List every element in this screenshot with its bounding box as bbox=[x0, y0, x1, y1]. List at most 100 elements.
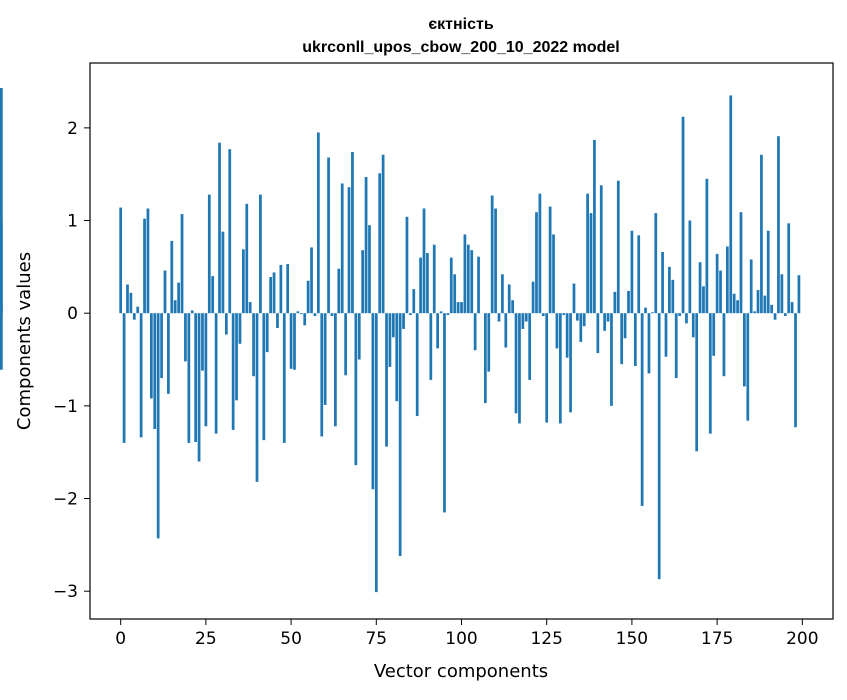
bar bbox=[395, 313, 398, 401]
bar bbox=[174, 300, 177, 313]
bar bbox=[644, 308, 647, 314]
bar bbox=[767, 231, 770, 313]
bar bbox=[515, 313, 518, 413]
bar bbox=[351, 152, 354, 313]
bar bbox=[692, 313, 695, 337]
bar bbox=[487, 313, 490, 371]
bar bbox=[136, 307, 139, 313]
bar bbox=[535, 212, 538, 313]
bar bbox=[222, 232, 225, 314]
bar bbox=[443, 313, 446, 512]
bar bbox=[164, 271, 167, 314]
bar bbox=[402, 313, 405, 329]
bar bbox=[385, 313, 388, 446]
bar bbox=[654, 213, 657, 313]
x-tick-label: 150 bbox=[616, 629, 648, 649]
bar bbox=[702, 286, 705, 313]
bar bbox=[242, 249, 245, 313]
bar bbox=[440, 311, 443, 313]
bar bbox=[382, 155, 385, 313]
bar bbox=[447, 313, 450, 315]
bar bbox=[310, 247, 313, 313]
bar bbox=[688, 221, 691, 314]
bar bbox=[232, 313, 235, 430]
bar bbox=[794, 313, 797, 427]
bar bbox=[474, 313, 477, 350]
x-tick-label: 0 bbox=[115, 629, 126, 649]
y-tick-label: 0 bbox=[67, 304, 78, 324]
bar bbox=[147, 208, 150, 313]
bar bbox=[467, 245, 470, 314]
bar bbox=[556, 313, 559, 348]
bar bbox=[671, 280, 674, 313]
bar bbox=[194, 313, 197, 442]
bar bbox=[201, 313, 204, 370]
bar bbox=[0, 88, 3, 313]
bar bbox=[729, 95, 732, 313]
bar bbox=[457, 302, 460, 313]
bar bbox=[682, 117, 685, 313]
bar bbox=[631, 231, 634, 313]
bar bbox=[320, 313, 323, 436]
bar bbox=[256, 313, 259, 482]
bar bbox=[774, 313, 777, 319]
bar bbox=[419, 258, 422, 314]
bar bbox=[675, 313, 678, 378]
bar bbox=[477, 257, 480, 314]
x-axis-label: Vector components bbox=[374, 661, 548, 682]
bar bbox=[685, 313, 688, 323]
bar bbox=[573, 284, 576, 314]
bar bbox=[723, 313, 726, 376]
bar bbox=[389, 313, 392, 367]
bar bbox=[750, 259, 753, 313]
bar bbox=[198, 313, 201, 461]
bar bbox=[378, 173, 381, 313]
bar bbox=[297, 311, 300, 313]
bar bbox=[651, 312, 654, 313]
bar bbox=[757, 290, 760, 313]
bar bbox=[484, 313, 487, 403]
bar bbox=[184, 313, 187, 361]
bar bbox=[583, 313, 586, 326]
bar bbox=[290, 313, 293, 369]
bar bbox=[133, 313, 136, 319]
bar bbox=[409, 313, 412, 315]
bar bbox=[716, 254, 719, 313]
bar bbox=[508, 284, 511, 313]
bar bbox=[208, 195, 211, 314]
y-tick-label: −2 bbox=[53, 490, 78, 510]
bar bbox=[627, 291, 630, 313]
bar bbox=[518, 313, 521, 423]
bar bbox=[177, 283, 180, 314]
bar bbox=[552, 234, 555, 313]
bar bbox=[358, 313, 361, 359]
bar bbox=[429, 313, 432, 380]
bar bbox=[119, 208, 122, 314]
y-tick-label: −3 bbox=[53, 582, 78, 602]
bar bbox=[372, 313, 375, 489]
bar bbox=[307, 281, 310, 313]
bar bbox=[699, 262, 702, 313]
bar bbox=[746, 313, 749, 420]
bar bbox=[286, 264, 289, 313]
bar bbox=[314, 313, 317, 316]
bar bbox=[525, 313, 528, 321]
x-tick-label: 125 bbox=[530, 629, 562, 649]
bar bbox=[423, 208, 426, 313]
bar bbox=[130, 293, 133, 313]
bar bbox=[777, 136, 780, 313]
bar bbox=[634, 313, 637, 366]
bar bbox=[545, 313, 548, 422]
bar bbox=[596, 313, 599, 353]
bar bbox=[781, 274, 784, 313]
bar bbox=[259, 195, 262, 314]
bar bbox=[740, 212, 743, 313]
bar bbox=[494, 208, 497, 313]
bar bbox=[678, 313, 681, 316]
bar bbox=[736, 300, 739, 313]
bar bbox=[276, 313, 279, 328]
bar bbox=[361, 250, 364, 313]
bar bbox=[798, 275, 801, 313]
bar bbox=[614, 292, 617, 313]
bar bbox=[624, 313, 627, 338]
